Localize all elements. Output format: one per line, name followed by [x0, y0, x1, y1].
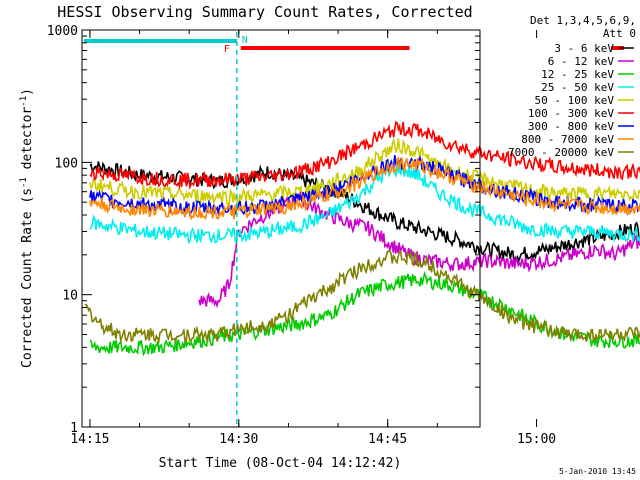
flag-label: N [242, 35, 248, 46]
y-axis-label-part1: Corrected Count Rate (s [20, 188, 35, 368]
y-axis-label-sup1: -1 [19, 177, 29, 188]
x-tick-label: 14:30 [219, 432, 258, 447]
x-axis-label: Start Time (08-Oct-04 14:12:42) [159, 456, 402, 471]
flag-overlay: FN [83, 32, 624, 427]
footer-timestamp: 5-Jan-2010 13:45 [559, 467, 636, 476]
flag-label: F [224, 44, 230, 55]
series-line-5 [89, 120, 640, 191]
x-tick-label: 14:15 [70, 432, 109, 447]
legend-label: 7000 - 20000 keV [508, 146, 614, 159]
series-line-7 [89, 155, 640, 221]
legend-label: 25 - 50 keV [541, 81, 614, 94]
legend-label: 6 - 12 keV [548, 55, 615, 68]
legend-label: 100 - 300 keV [528, 107, 614, 120]
plot-frame [81, 29, 481, 428]
x-tick-label: 15:00 [517, 432, 556, 447]
legend-header-detectors: Det 1,3,4,5,6,9, [530, 14, 636, 27]
y-tick-label: 10 [62, 289, 78, 304]
series-line-8 [84, 249, 640, 344]
legend-label: 50 - 100 keV [535, 94, 615, 107]
legend-header-attenuator: Att 0 [603, 27, 636, 40]
series-layer [84, 120, 640, 357]
y-tick-label: 1000 [47, 24, 78, 39]
series-line-3 [89, 163, 640, 245]
y-tick-label: 100 [55, 156, 78, 171]
series-line-2 [89, 271, 640, 357]
y-axis-label-part3: ) [20, 88, 35, 96]
legend-label: 12 - 25 keV [541, 68, 614, 81]
x-tick-label: 14:45 [368, 432, 407, 447]
y-axis: 1 10 100 1000 [47, 24, 480, 436]
y-axis-label: Corrected Count Rate (s-1 detector-1) [19, 88, 35, 368]
series-line-1 [198, 191, 640, 309]
legend-label: 800 - 7000 keV [521, 133, 614, 146]
y-axis-label-part2: detector [20, 107, 35, 178]
chart-title: HESSI Observing Summary Count Rates, Cor… [57, 3, 472, 21]
legend-label: 3 - 6 keV [554, 42, 614, 55]
y-axis-label-sup2: -1 [19, 96, 29, 107]
series-line-0 [89, 161, 640, 264]
y-tick-label: 1 [70, 421, 78, 436]
legend-label: 300 - 800 keV [528, 120, 614, 133]
